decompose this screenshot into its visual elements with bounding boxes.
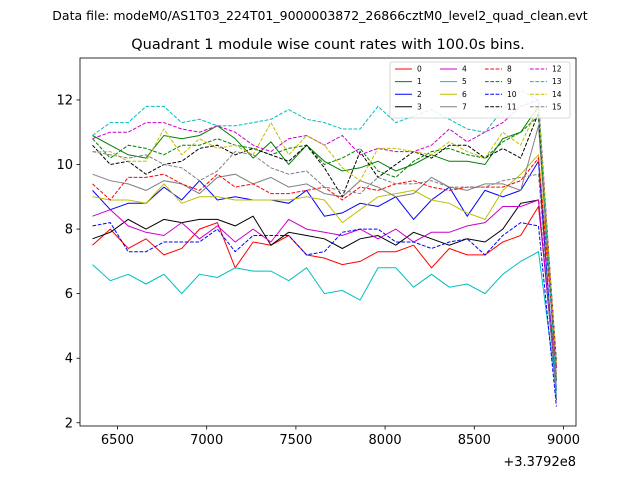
legend-label-0: 0 <box>417 65 422 74</box>
x-tick-label: 8000 <box>369 433 402 448</box>
y-tick-label: 8 <box>65 223 73 238</box>
series-line-5 <box>92 250 557 391</box>
series-line-8 <box>92 156 557 368</box>
y-tick-label: 10 <box>56 158 73 173</box>
legend-label-11: 11 <box>507 102 517 111</box>
series-line-2 <box>92 159 557 401</box>
series-line-3 <box>92 199 557 391</box>
series-line-10 <box>92 222 557 407</box>
x-tick-label: 6500 <box>101 433 134 448</box>
y-tick-label: 4 <box>65 352 73 367</box>
legend-label-2: 2 <box>417 90 422 99</box>
x-tick-label: 7500 <box>279 433 312 448</box>
series-line-14 <box>92 106 557 365</box>
legend-label-15: 15 <box>552 102 562 111</box>
x-axis-offset-label: +3.3792e8 <box>503 455 576 470</box>
series-line-4 <box>92 199 557 388</box>
plot-series-group <box>92 89 557 407</box>
series-line-9 <box>92 115 557 368</box>
y-tick-label: 12 <box>56 93 73 108</box>
figure-suptitle: Data file: modeM0/AS1T03_224T01_90000038… <box>52 8 587 23</box>
legend-label-1: 1 <box>417 77 422 86</box>
legend-label-5: 5 <box>462 77 467 86</box>
series-line-12 <box>92 99 557 368</box>
x-tick-label: 7000 <box>190 433 223 448</box>
chart-title: Quadrant 1 module wise count rates with … <box>131 37 525 53</box>
legend-label-3: 3 <box>417 102 422 111</box>
x-tick-label: 9000 <box>547 433 580 448</box>
series-line-1 <box>92 104 557 381</box>
legend-label-10: 10 <box>507 90 517 99</box>
plot-frame <box>79 57 577 427</box>
legend-label-8: 8 <box>507 65 512 74</box>
series-line-13 <box>92 89 557 394</box>
y-tick-label: 2 <box>65 416 73 431</box>
legend-box <box>389 61 571 119</box>
legend-label-7: 7 <box>462 102 467 111</box>
legend-label-6: 6 <box>462 90 467 99</box>
series-line-7 <box>92 125 557 378</box>
series-line-15 <box>92 151 557 401</box>
legend-label-4: 4 <box>462 65 467 74</box>
legend-label-13: 13 <box>552 77 562 86</box>
series-line-6 <box>92 153 557 365</box>
legend-label-12: 12 <box>552 65 562 74</box>
legend-label-9: 9 <box>507 77 512 86</box>
legend-label-14: 14 <box>552 90 562 99</box>
x-tick-label: 8500 <box>458 433 491 448</box>
series-line-11 <box>92 112 557 362</box>
series-line-0 <box>92 204 557 375</box>
y-tick-label: 6 <box>65 287 73 302</box>
